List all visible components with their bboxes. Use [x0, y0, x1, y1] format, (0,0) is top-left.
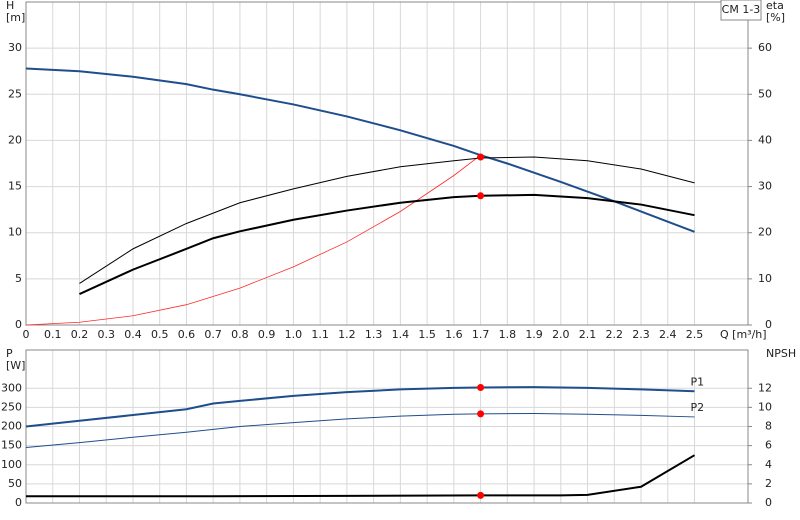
- curve: [79, 193, 695, 295]
- y-tick-label: 15: [8, 180, 22, 193]
- operating-point: [477, 192, 485, 200]
- y2-tick-label: 20: [758, 226, 772, 239]
- curve: [25, 154, 481, 326]
- y-tick-label: 100: [1, 458, 22, 471]
- series-label: P2: [691, 401, 705, 414]
- y-tick-label: 50: [8, 477, 22, 490]
- y2-axis-label: [%]: [766, 11, 785, 24]
- y-tick-label: 250: [1, 400, 22, 413]
- x-tick-label: 2.0: [552, 328, 570, 341]
- y-tick-label: 300: [1, 381, 22, 394]
- y2-tick-label: 50: [758, 87, 772, 100]
- y2-axis-label: eta: [766, 0, 784, 12]
- y-axis-label: P: [6, 347, 13, 360]
- y-tick-label: 200: [1, 420, 22, 433]
- x-tick-label: 1.2: [338, 328, 356, 341]
- y-axis-label: [m]: [6, 11, 25, 24]
- x-tick-label: 1.7: [472, 328, 490, 341]
- x-tick-label: 2.4: [659, 328, 677, 341]
- x-tick-label: 1.9: [525, 328, 543, 341]
- x-tick-label: 1.5: [418, 328, 436, 341]
- x-tick-label: 2.2: [606, 328, 624, 341]
- chart-title: CM 1-3: [722, 3, 761, 16]
- y-axis-label: [W]: [6, 359, 25, 372]
- x-tick-label: 1.8: [499, 328, 517, 341]
- y2-tick-label: 8: [765, 420, 772, 433]
- x-tick-label: 1.1: [311, 328, 329, 341]
- x-tick-label: 0.8: [231, 328, 249, 341]
- y2-axis-label: NPSH: [766, 347, 796, 360]
- curve: [25, 412, 695, 449]
- x-tick-label: 0.1: [44, 328, 62, 341]
- x-tick-label: 0.9: [258, 328, 276, 341]
- x-tick-label: 0.7: [204, 328, 222, 341]
- x-tick-label: 0.4: [124, 328, 142, 341]
- x-tick-label: 0: [23, 328, 30, 341]
- operating-point: [477, 410, 485, 418]
- y2-tick-label: 60: [758, 41, 772, 54]
- y-axis-label: H: [6, 0, 14, 12]
- y2-tick-label: 0: [765, 318, 772, 331]
- curve: [26, 454, 696, 498]
- x-tick-label: 0.2: [71, 328, 89, 341]
- y2-tick-label: 4: [765, 458, 772, 471]
- x-tick-label: 2.1: [579, 328, 597, 341]
- y-tick-label: 20: [8, 133, 22, 146]
- operating-point: [477, 491, 485, 499]
- curve: [79, 156, 695, 284]
- curve: [25, 67, 695, 233]
- x-tick-label: 1.6: [445, 328, 463, 341]
- y2-tick-label: 10: [758, 272, 772, 285]
- y-tick-label: 30: [8, 41, 22, 54]
- plot-frame: [25, 1, 749, 326]
- y2-tick-label: 12: [758, 381, 772, 394]
- x-tick-label: 0.5: [151, 328, 169, 341]
- operating-point: [477, 383, 485, 391]
- y2-tick-label: 0: [765, 496, 772, 509]
- series-label: P1: [691, 375, 705, 388]
- x-tick-label: 1.0: [285, 328, 303, 341]
- operating-point: [477, 153, 485, 161]
- curve: [25, 386, 695, 428]
- x-tick-label: 0.6: [178, 328, 196, 341]
- y2-tick-label: 10: [758, 400, 772, 413]
- y2-tick-label: 30: [758, 180, 772, 193]
- y2-tick-label: 6: [765, 439, 772, 452]
- x-tick-label: 2.3: [632, 328, 650, 341]
- y-tick-label: 5: [15, 272, 22, 285]
- x-tick-label: 1.3: [365, 328, 383, 341]
- x-tick-label: 0.3: [97, 328, 115, 341]
- x-axis-label: Q [m³/h]: [720, 328, 767, 341]
- y-tick-label: 25: [8, 87, 22, 100]
- x-tick-label: 2.5: [686, 328, 704, 341]
- y-tick-label: 10: [8, 226, 22, 239]
- y-tick-label: 150: [1, 439, 22, 452]
- y2-tick-label: 40: [758, 133, 772, 146]
- y-tick-label: 0: [15, 496, 22, 509]
- y2-tick-label: 2: [765, 477, 772, 490]
- x-tick-label: 1.4: [392, 328, 410, 341]
- y-tick-label: 0: [15, 318, 22, 331]
- title-box: [720, 0, 762, 21]
